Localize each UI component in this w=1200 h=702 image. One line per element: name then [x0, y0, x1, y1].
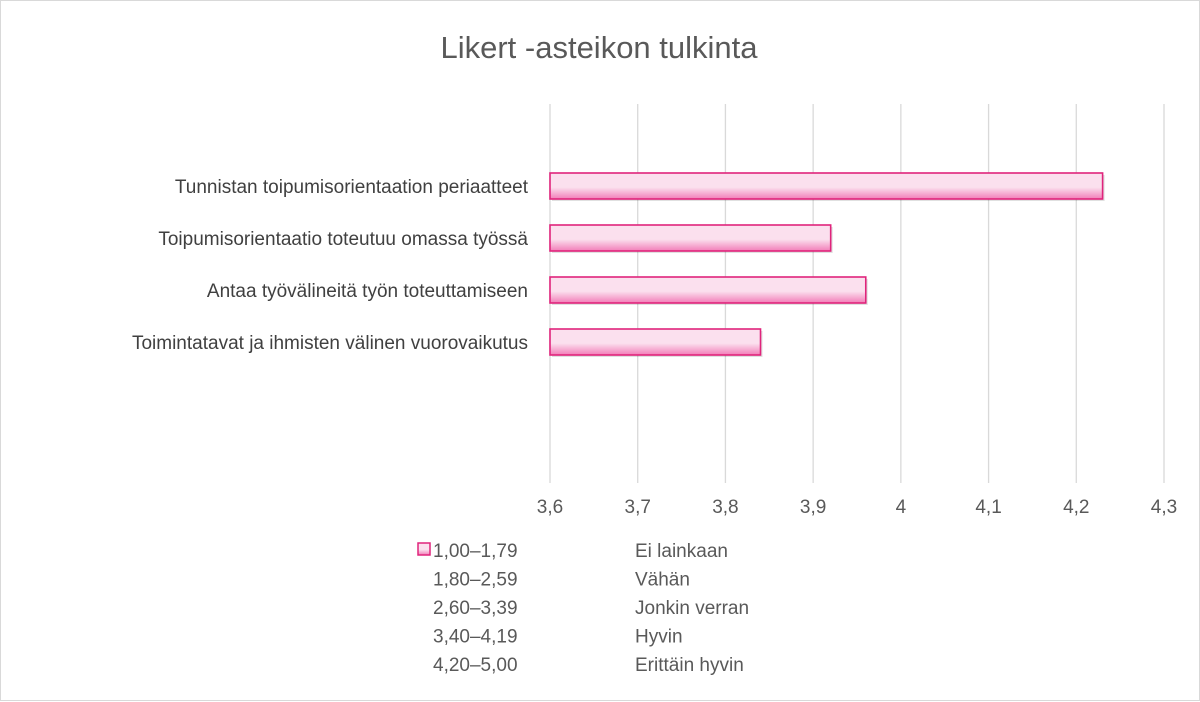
x-tick-label: 4,1 [975, 497, 1001, 518]
x-tick-label: 4,3 [1151, 497, 1177, 518]
bars [549, 172, 1105, 357]
x-axis-ticks: 3,6 3,7 3,8 3,9 4 4,1 4,2 4,3 [537, 497, 1177, 518]
category-label: Toipumisorientaatio toteutuu omassa työs… [158, 229, 528, 250]
legend-label: Hyvin [635, 627, 683, 648]
x-tick-label: 3,9 [800, 497, 826, 518]
legend-range: 2,60–3,39 [433, 598, 518, 619]
category-label: Antaa työvälineitä työn toteuttamiseen [207, 281, 528, 302]
x-tick-label: 3,7 [625, 497, 651, 518]
category-label: Toimintatavat ja ihmisten välinen vuorov… [132, 333, 528, 354]
bar [549, 328, 762, 356]
legend-range: 4,20–5,00 [433, 655, 518, 676]
legend-marker [417, 542, 431, 556]
category-labels: Tunnistan toipumisorientaation periaatte… [132, 177, 529, 354]
legend: 1,00–1,79 Ei lainkaan 1,80–2,59 Vähän 2,60–3… [417, 541, 749, 676]
bar [549, 172, 1104, 200]
x-tick-label: 4 [896, 497, 907, 518]
legend-label: Ei lainkaan [635, 541, 728, 562]
category-label: Tunnistan toipumisorientaation periaatte… [175, 177, 529, 198]
legend-label: Vähän [635, 570, 690, 591]
x-tick-label: 4,2 [1063, 497, 1089, 518]
x-tick-label: 3,8 [712, 497, 738, 518]
legend-label: Erittäin hyvin [635, 655, 744, 676]
chart-title: Likert -asteikon tulkinta [440, 30, 758, 65]
bar [549, 224, 832, 252]
bar [549, 276, 867, 304]
x-tick-label: 3,6 [537, 497, 563, 518]
legend-range: 1,80–2,59 [433, 570, 518, 591]
legend-range: 3,40–4,19 [433, 627, 518, 648]
legend-label: Jonkin verran [635, 598, 749, 619]
legend-range: 1,00–1,79 [433, 541, 518, 562]
